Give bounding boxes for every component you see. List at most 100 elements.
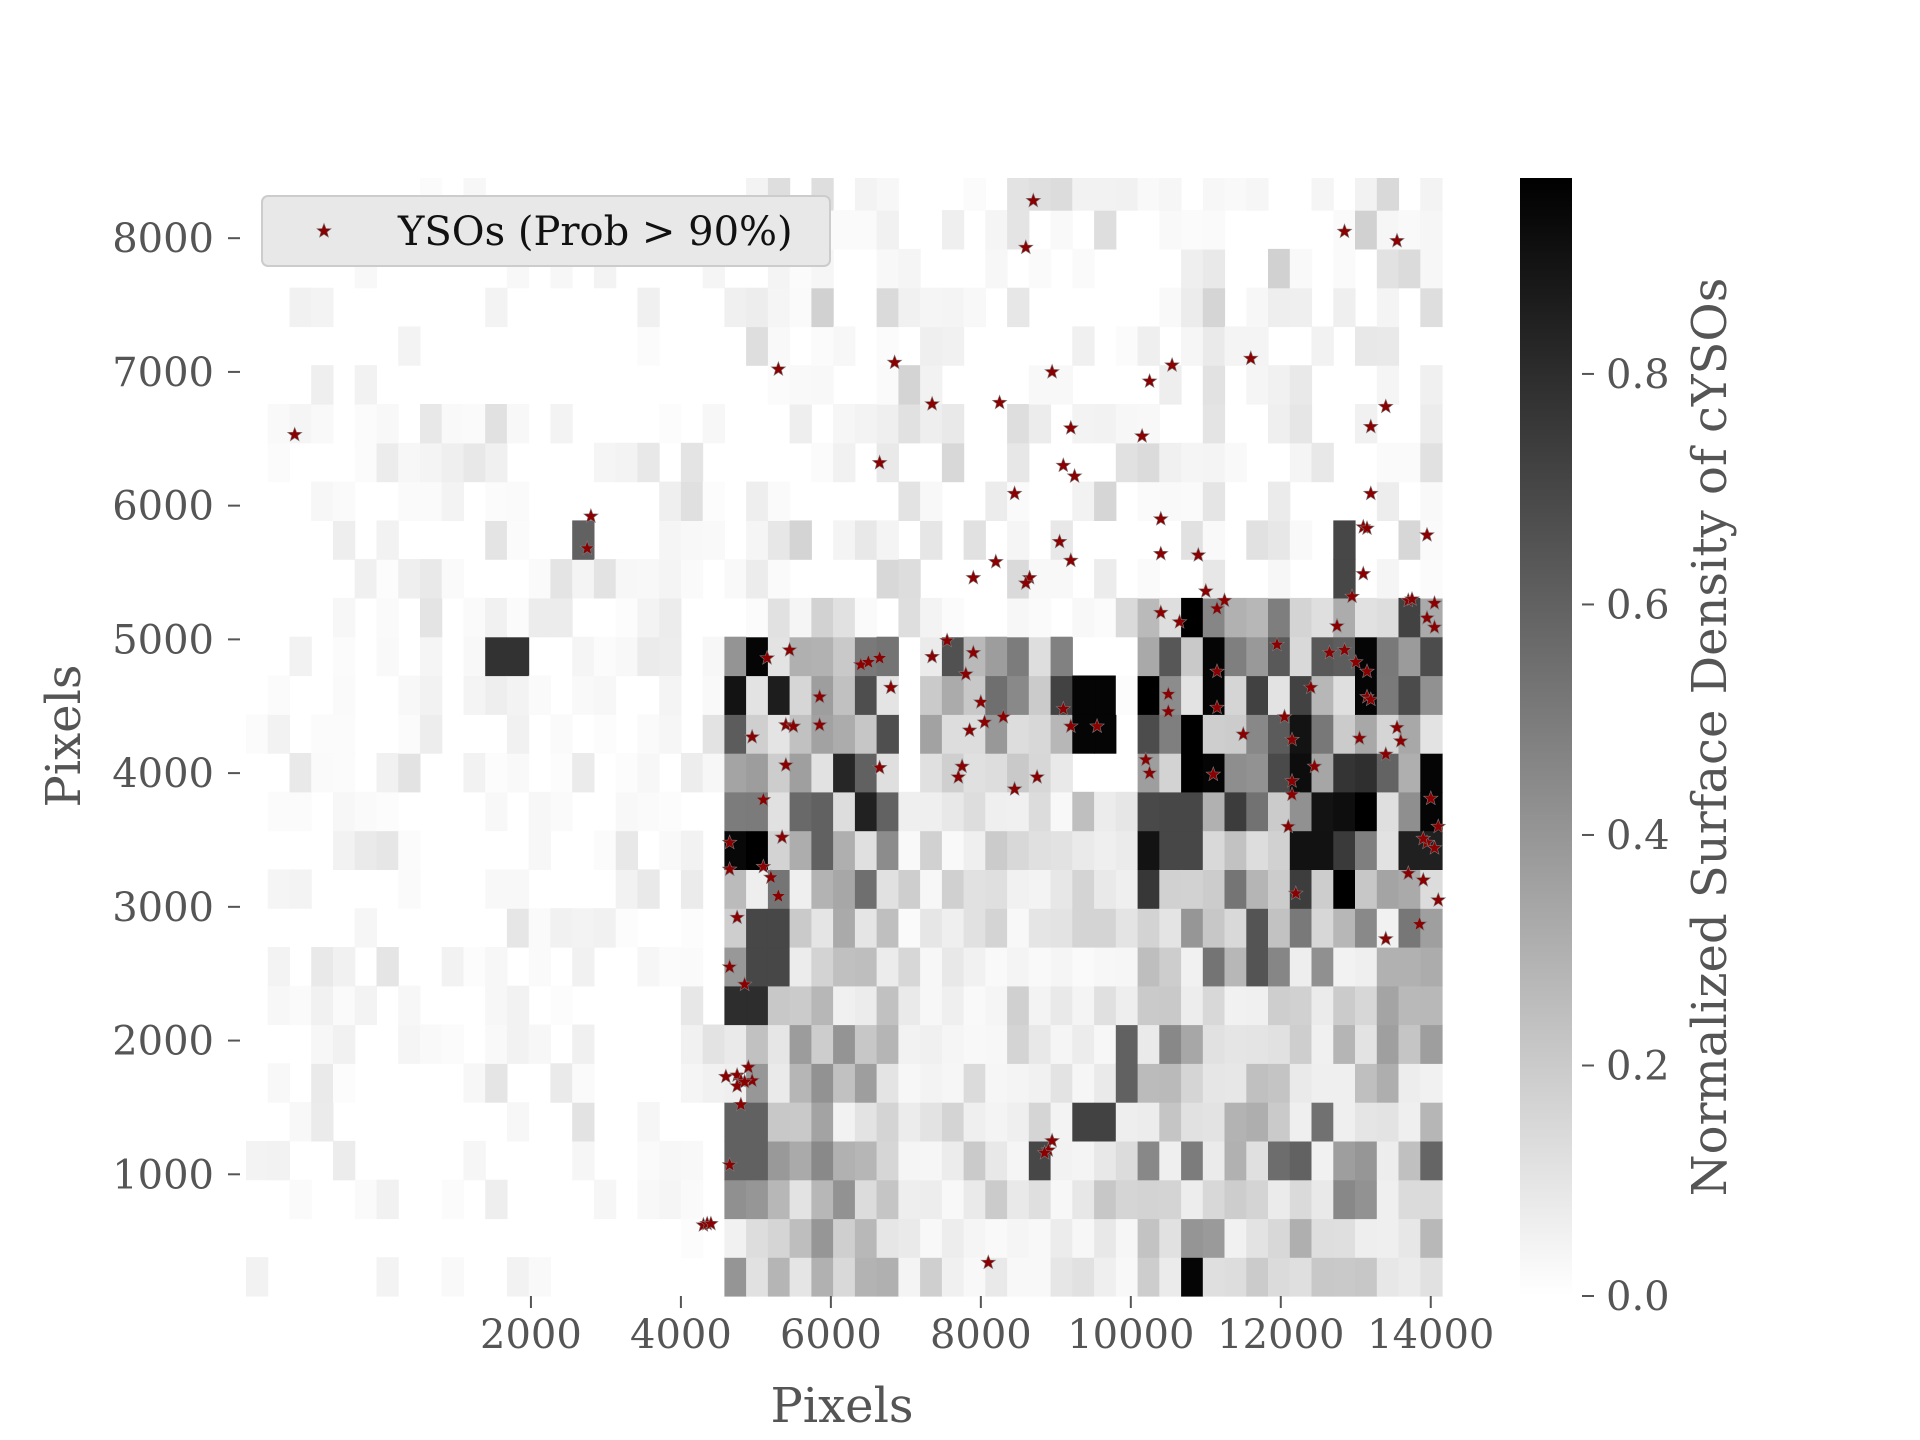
heatmap-cell — [680, 830, 704, 870]
colorbar-tick-label: 0.0 — [1606, 1274, 1670, 1320]
heatmap-cell — [1050, 1102, 1073, 1142]
heatmap-cell — [963, 985, 986, 1026]
heatmap-cell — [833, 210, 856, 250]
heatmap-cell — [767, 597, 791, 638]
heatmap-cell — [354, 442, 377, 483]
heatmap-cell — [376, 559, 399, 599]
heatmap-cell — [572, 1024, 595, 1064]
heatmap-cell — [1007, 178, 1030, 211]
heatmap-cell — [1289, 985, 1313, 1026]
heatmap-cell — [1050, 947, 1073, 987]
heatmap-cell — [1333, 248, 1356, 289]
heatmap-cell — [1376, 365, 1400, 405]
yso-point — [1044, 1132, 1061, 1148]
heatmap-cell — [985, 1024, 1008, 1064]
yso-point — [1426, 618, 1443, 635]
heatmap-cell — [1072, 404, 1095, 444]
heatmap-cell — [1050, 1257, 1073, 1297]
heatmap-cell — [420, 442, 443, 483]
heatmap-cell — [1007, 908, 1030, 948]
heatmap-cell — [1398, 908, 1421, 948]
yso-point — [871, 649, 888, 665]
heatmap-cell — [1202, 404, 1226, 444]
heatmap-cell — [1246, 597, 1269, 638]
y-tick-label: 3000 — [112, 885, 214, 931]
heatmap-cell — [941, 1063, 965, 1103]
yso-point — [736, 976, 753, 992]
heatmap-cell — [876, 520, 899, 560]
heatmap-cell — [1268, 791, 1291, 832]
heatmap-cell — [920, 1257, 943, 1297]
heatmap-cell — [702, 714, 725, 754]
heatmap-cell — [1333, 636, 1356, 677]
heatmap-cell — [1311, 869, 1334, 909]
heatmap-cell — [637, 714, 660, 754]
heatmap-cell — [1333, 714, 1356, 754]
heatmap-cell — [1355, 178, 1378, 211]
heatmap-cell — [463, 947, 486, 987]
heatmap-cell — [1181, 791, 1204, 832]
heatmap-cell — [898, 1102, 921, 1142]
heatmap-cell — [550, 404, 573, 444]
heatmap-cell — [1224, 597, 1247, 638]
heatmap-cell — [463, 1063, 486, 1103]
heatmap-cell — [1376, 985, 1400, 1026]
heatmap-cell — [985, 481, 1008, 521]
heatmap-cell — [854, 1102, 878, 1142]
heatmap-cell — [1246, 1218, 1269, 1258]
yso-point — [980, 1254, 997, 1270]
heatmap-cell — [1137, 1063, 1160, 1103]
heatmap-cell — [876, 869, 899, 909]
heatmap-cell — [876, 947, 899, 987]
heatmap-cell — [550, 908, 573, 948]
heatmap-cell — [1115, 830, 1139, 870]
heatmap-cell — [1202, 1179, 1226, 1220]
heatmap-cell — [333, 947, 356, 987]
heatmap-cell — [1355, 210, 1378, 250]
heatmap-cell — [1355, 636, 1378, 677]
heatmap-cell — [1202, 365, 1226, 405]
heatmap-cell — [1115, 597, 1139, 638]
heatmap-cell — [811, 442, 834, 483]
heatmap-cell — [767, 675, 791, 715]
heatmap-cell — [1007, 830, 1030, 870]
colorbar-tick-label: 0.8 — [1606, 352, 1670, 398]
heatmap-cell — [1376, 1024, 1400, 1064]
heatmap-cell — [354, 908, 377, 948]
heatmap-cell — [1202, 908, 1226, 948]
heatmap-cell — [1007, 985, 1030, 1026]
heatmap-cell — [506, 597, 530, 638]
heatmap-cell — [767, 365, 791, 405]
heatmap-cell — [985, 675, 1008, 715]
heatmap-cell — [724, 869, 747, 909]
heatmap-cell — [985, 947, 1008, 987]
heatmap-cell — [811, 1024, 834, 1064]
heatmap-cell — [1289, 1063, 1313, 1103]
heatmap-cell — [506, 1257, 530, 1297]
heatmap-cell — [333, 753, 356, 793]
heatmap-cell — [876, 791, 899, 832]
heatmap-cell — [1202, 636, 1226, 677]
heatmap-cell — [1376, 1257, 1400, 1297]
heatmap-cell — [1246, 947, 1269, 987]
heatmap-cell — [811, 869, 834, 909]
heatmap-cell — [1050, 714, 1073, 754]
heatmap-cell — [572, 1102, 595, 1142]
heatmap-cell — [833, 947, 856, 987]
heatmap-cell — [398, 753, 421, 793]
yso-point — [976, 713, 993, 730]
heatmap-cell — [898, 1063, 921, 1103]
heatmap-cell — [854, 753, 878, 793]
heatmap-cell — [1202, 830, 1226, 870]
heatmap-cell — [1181, 985, 1204, 1026]
heatmap-cell — [833, 1140, 856, 1181]
yso-point — [1171, 613, 1188, 629]
heatmap-cell — [920, 1218, 943, 1258]
heatmap-cell — [833, 1218, 856, 1258]
heatmap-cell — [1202, 1063, 1226, 1103]
heatmap-cell — [1355, 1257, 1378, 1297]
heatmap-cell — [1420, 753, 1443, 793]
heatmap-cell — [985, 908, 1008, 948]
heatmap-cell — [724, 791, 747, 832]
